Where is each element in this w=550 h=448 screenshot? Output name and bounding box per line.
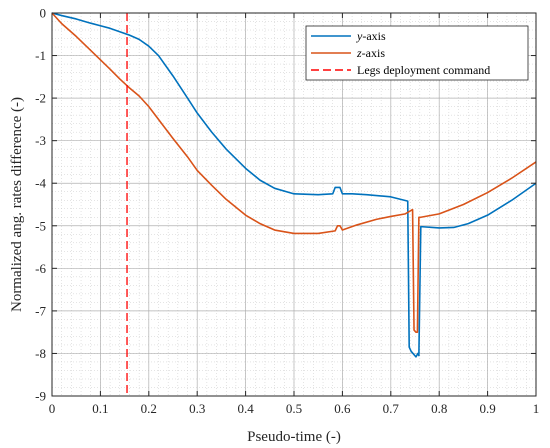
x-axis-label: Pseudo-time (-) <box>247 429 341 445</box>
legend-label-suffix: -axis <box>362 29 386 43</box>
y-tick-label: -9 <box>35 389 46 404</box>
x-tick-label: 0 <box>49 401 56 416</box>
y-tick-label: -2 <box>35 91 46 106</box>
y-tick-label: -3 <box>35 133 46 148</box>
x-tick-label: 0.4 <box>237 401 254 416</box>
legend-label-italic: z <box>356 46 362 60</box>
legend-label-italic: y <box>356 29 363 43</box>
x-tick-label: 0.9 <box>479 401 495 416</box>
x-tick-label: 0.3 <box>189 401 205 416</box>
x-tick-label: 0.8 <box>431 401 447 416</box>
ticks: 0 0.1 0.2 0.3 0.4 0.5 0.6 0.7 0.8 0.9 1 0 -1 -2 -3 -4 -5… <box>35 6 539 417</box>
series-line-1 <box>51 12 537 358</box>
y-tick-label: -7 <box>35 303 46 318</box>
legend-label-suffix: -axis <box>362 46 386 60</box>
y-tick-label: 0 <box>40 6 47 21</box>
y-tick-label: -8 <box>35 346 46 361</box>
legend-label: y-axis <box>356 29 386 43</box>
y-tick-label: -5 <box>35 218 46 233</box>
y-tick-label: -4 <box>35 176 46 191</box>
y-axis-label: Normalized ang. rates difference (-) <box>9 97 25 312</box>
y-tick-label: -1 <box>35 48 46 63</box>
series-group <box>51 12 537 396</box>
x-tick-label: 0.2 <box>141 401 157 416</box>
x-tick-label: 0.6 <box>334 401 351 416</box>
x-tick-label: 1 <box>533 401 540 416</box>
x-tick-label: 0.1 <box>92 401 108 416</box>
y-tick-label: -6 <box>35 261 46 276</box>
series-line-2 <box>51 12 537 333</box>
legend-label: Legs deployment command <box>357 63 490 77</box>
legend-label: z-axis <box>356 46 385 60</box>
x-tick-label: 0.7 <box>383 401 400 416</box>
x-tick-label: 0.5 <box>286 401 302 416</box>
legend-label-text: Legs deployment command <box>357 63 490 77</box>
